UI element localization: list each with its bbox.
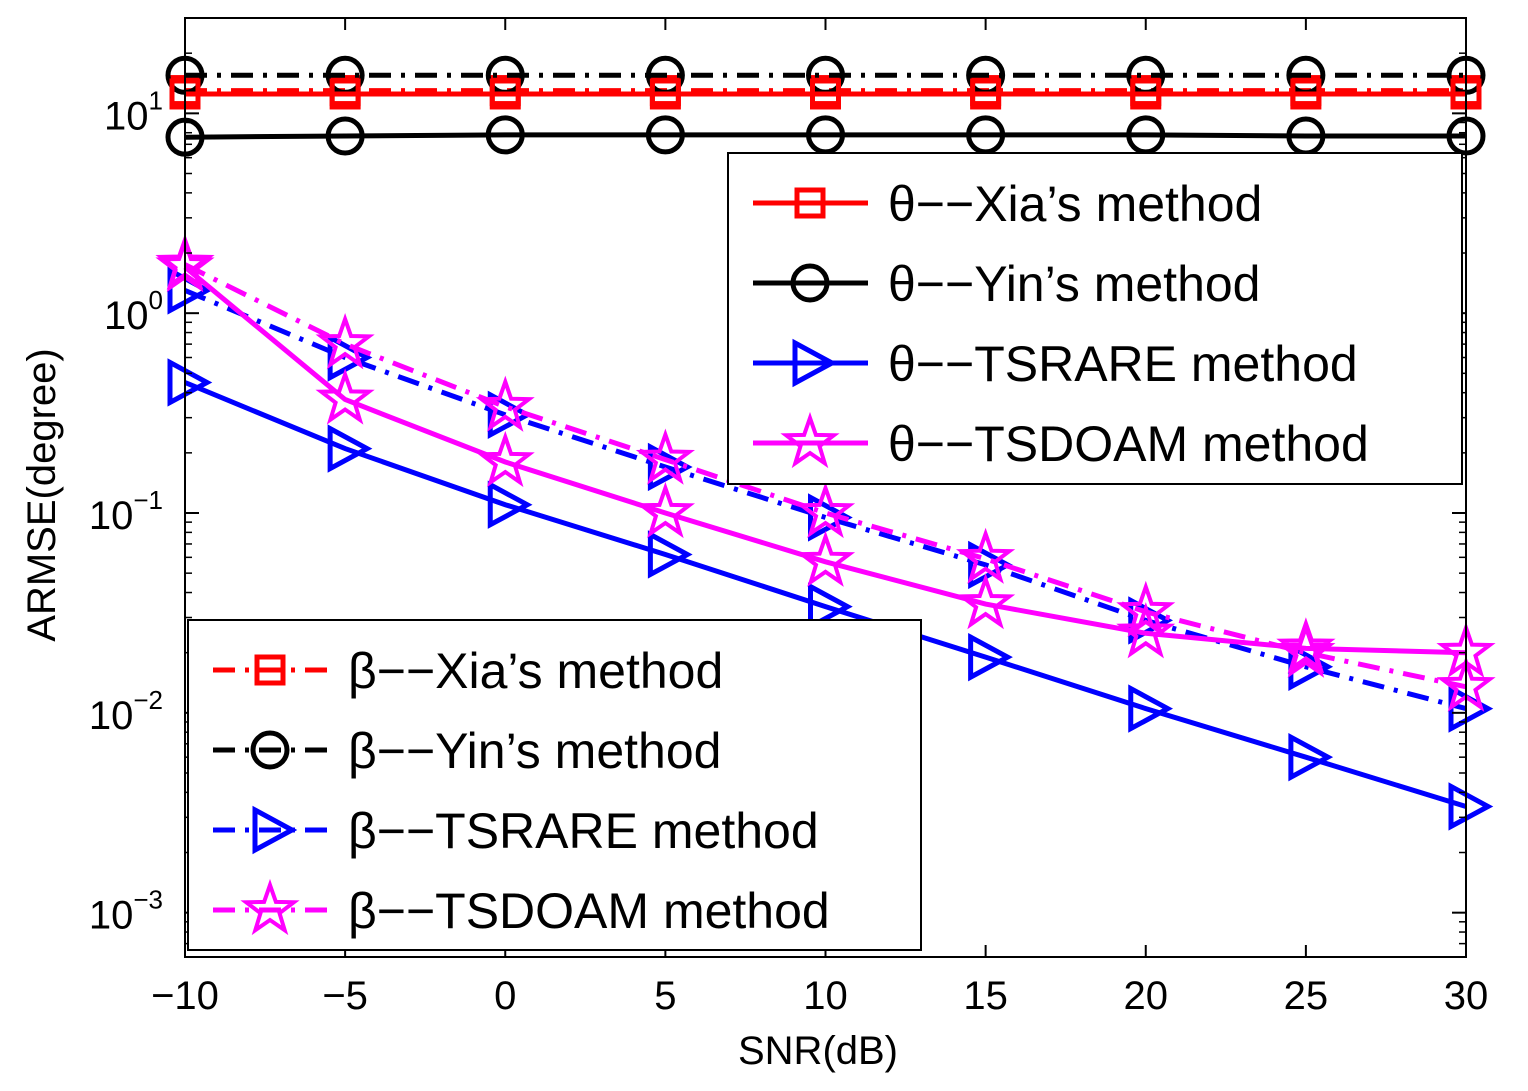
data-point [806, 115, 845, 155]
data-point [487, 480, 533, 529]
legend-marker [780, 411, 840, 469]
legend-item: β−−TSRARE method [213, 803, 819, 859]
legend-item: θ−−TSRARE method [753, 336, 1358, 392]
data-point [795, 530, 856, 587]
data-point [1126, 115, 1166, 155]
legend-marker [792, 338, 838, 388]
series-0 [169, 78, 1482, 110]
data-point [635, 428, 695, 485]
x-tick-label: 20 [1124, 974, 1169, 1018]
legend-beta: β−−Xia’s method β−−Yin’s method β−−TSRARE … [187, 619, 922, 951]
y-tick-label: 100 [104, 285, 163, 338]
data-point [649, 78, 681, 110]
data-point [1290, 78, 1322, 110]
data-point [1276, 617, 1336, 674]
y-tick-label: 10−1 [89, 485, 163, 538]
data-point [487, 390, 533, 440]
series-line [183, 262, 1467, 690]
data-point [956, 573, 1016, 630]
data-point [327, 424, 373, 473]
y-tick-label: 101 [104, 85, 163, 138]
legend-label: θ−−Xia’s method [888, 176, 1262, 232]
legend-marker [250, 730, 290, 770]
legend-label: β−−Xia’s method [348, 643, 723, 699]
legend-label: θ−−Yin’s method [888, 256, 1261, 312]
data-point [970, 78, 1002, 110]
data-point [956, 527, 1016, 584]
legend-marker [252, 805, 298, 855]
data-point [795, 481, 856, 539]
series-line [184, 288, 1467, 712]
data-point [968, 540, 1013, 590]
x-tick-label: −10 [151, 974, 219, 1018]
legend-label: β−−Yin’s method [348, 723, 721, 779]
axes: −10 −5 0 5 10 15 20 25 30 101 100 10−1 10−2 10−3 [89, 17, 1489, 1018]
x-tick-label: 0 [494, 974, 516, 1018]
data-point [315, 313, 375, 370]
legend-item: θ−−Xia’s method [753, 176, 1262, 232]
data-point [647, 442, 693, 492]
legend-label: β−−TSRARE method [348, 803, 819, 859]
data-point [1288, 732, 1334, 782]
legend-label: θ−−TSRARE method [888, 336, 1358, 392]
legend-box [187, 619, 922, 951]
data-point [966, 115, 1006, 155]
legend-item: θ−−TSDOAM method [753, 411, 1369, 472]
legend-box [727, 152, 1463, 485]
series-line [183, 265, 1467, 656]
legend-item: β−−Yin’s method [213, 723, 721, 779]
legend-marker [790, 263, 830, 303]
data-point [647, 530, 693, 579]
data-point [1128, 684, 1174, 733]
data-point [645, 115, 685, 155]
legend-marker [794, 187, 826, 219]
data-point [329, 78, 361, 110]
data-point [475, 430, 535, 488]
legend-theta: θ−−Xia’s method θ−−Yin’s method θ−−TSRARE … [727, 152, 1463, 485]
data-point [808, 582, 853, 631]
legend-item: β−−TSDOAM method [213, 878, 830, 939]
data-point [489, 78, 521, 110]
legend-marker [254, 654, 286, 686]
legend-item: β−−Xia’s method [213, 643, 723, 699]
data-point [315, 368, 375, 425]
legend-item: θ−−Yin’s method [753, 256, 1261, 312]
x-tick-label: 5 [654, 974, 676, 1018]
x-tick-label: −5 [322, 974, 368, 1018]
series-line [184, 380, 1467, 809]
x-tick-label: 30 [1444, 974, 1489, 1018]
data-point [1130, 78, 1162, 110]
legend-label: β−−TSDOAM method [348, 883, 830, 939]
data-point [1116, 580, 1176, 638]
data-point [325, 116, 365, 156]
x-tick-label: 15 [963, 974, 1008, 1018]
series-line [184, 132, 1466, 140]
data-point [1448, 782, 1494, 831]
y-axis-title: ARMSE(degree) [20, 348, 64, 641]
x-axis-title: SNR(dB) [738, 1029, 898, 1073]
data-point [485, 115, 525, 155]
data-point [1116, 602, 1176, 659]
y-tick-label: 10−3 [89, 885, 163, 938]
legend-marker [240, 878, 300, 936]
data-point [968, 632, 1013, 682]
x-tick-label: 10 [803, 974, 848, 1018]
data-point [810, 78, 841, 110]
legend-label: θ−−TSDOAM method [888, 416, 1369, 472]
data-point [327, 333, 373, 382]
x-tick-label: 25 [1284, 974, 1329, 1018]
data-point [635, 481, 695, 539]
y-tick-label: 10−2 [89, 685, 163, 738]
data-point [475, 375, 535, 432]
